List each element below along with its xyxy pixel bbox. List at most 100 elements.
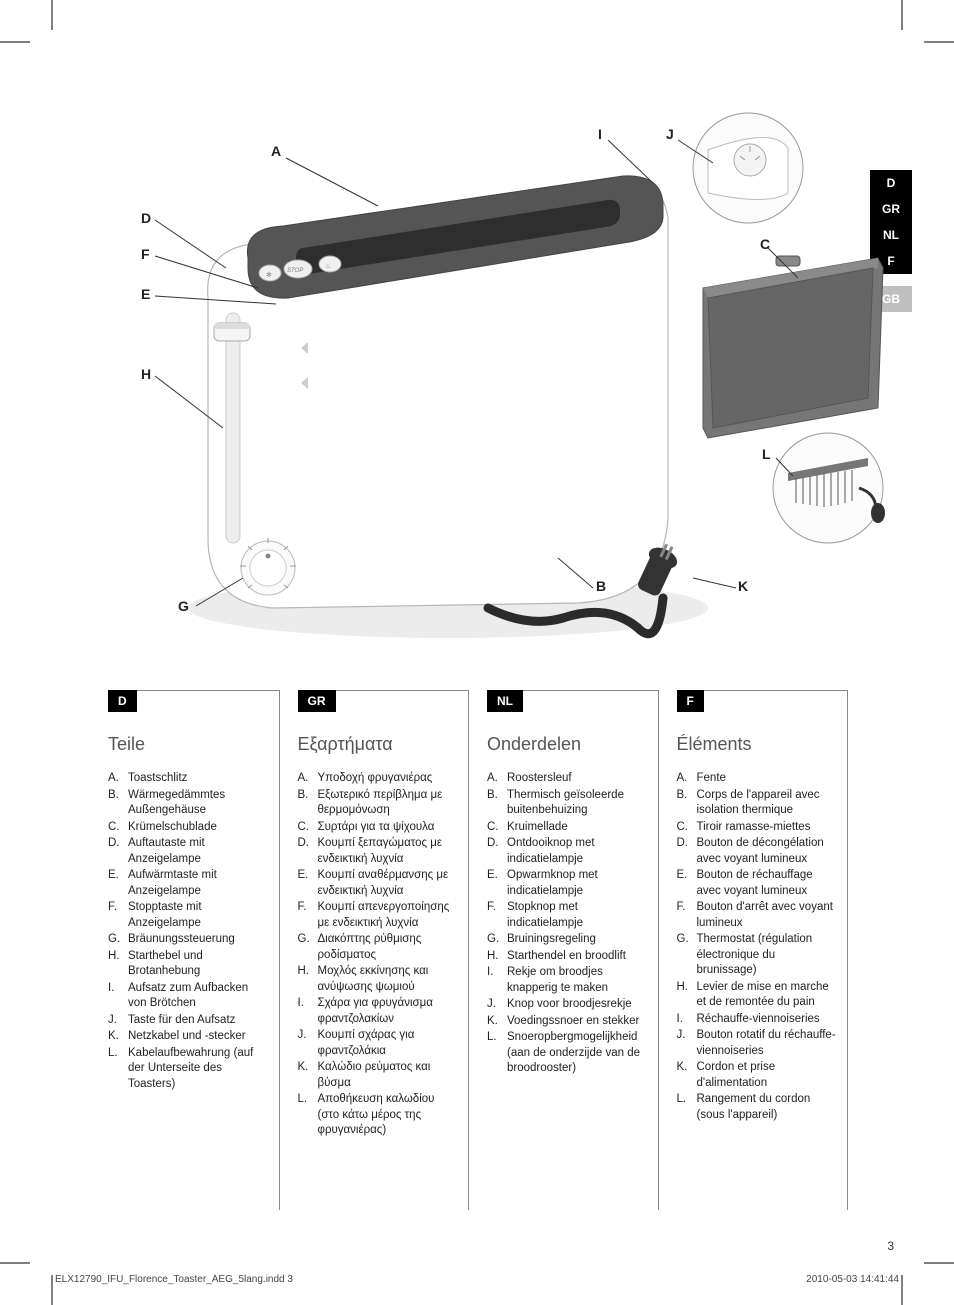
list-item: D.Auftautaste mit Anzeigelampe	[108, 836, 269, 867]
callout-f: F	[141, 246, 150, 262]
part-letter: E.	[677, 868, 697, 899]
list-item: F.Bouton d'arrêt avec voyant lumineux	[677, 900, 838, 931]
part-desc: Κουμπί ξεπαγώματος με ενδεικτική λυχνία	[318, 836, 459, 867]
part-desc: Υποδοχή φρυγανιέρας	[318, 771, 459, 787]
part-letter: J.	[487, 997, 507, 1013]
part-letter: K.	[298, 1060, 318, 1091]
part-letter: G.	[298, 932, 318, 963]
part-desc: Stopptaste mit Anzeigelampe	[128, 900, 269, 931]
part-letter: H.	[487, 949, 507, 965]
part-letter: B.	[677, 788, 697, 819]
svg-text:♨: ♨	[325, 262, 331, 270]
part-letter: C.	[677, 820, 697, 836]
part-letter: K.	[487, 1014, 507, 1030]
list-item: F.Stopptaste mit Anzeigelampe	[108, 900, 269, 931]
svg-text:✻: ✻	[266, 271, 272, 279]
part-letter: G.	[487, 932, 507, 948]
part-desc: Toastschlitz	[128, 771, 269, 787]
part-letter: D.	[298, 836, 318, 867]
callout-i: I	[598, 126, 602, 142]
part-desc: Aufwärmtaste mit Anzeigelampe	[128, 868, 269, 899]
part-desc: Rekje om broodjes knapperig te maken	[507, 965, 648, 996]
page-number: 3	[887, 1239, 894, 1253]
part-letter: A.	[487, 771, 507, 787]
part-letter: A.	[677, 771, 697, 787]
callout-j: J	[666, 126, 674, 142]
part-letter: I.	[677, 1012, 697, 1028]
callout-e: E	[141, 286, 150, 302]
list-item: K.Netzkabel und -stecker	[108, 1029, 269, 1045]
list-item: J.Κουμπί σχάρας για φραντζολάκια	[298, 1028, 459, 1059]
col-nl: NL Onderdelen A.RoostersleufB.Thermisch …	[487, 690, 659, 1210]
parts-columns: D Teile A.ToastschlitzB.Wärmegedämmtes A…	[108, 690, 848, 1210]
part-desc: Κουμπί σχάρας για φραντζολάκια	[318, 1028, 459, 1059]
list-item: E.Κουμπί αναθέρμανσης με ενδεικτική λυχν…	[298, 868, 459, 899]
part-desc: Tiroir ramasse-miettes	[697, 820, 838, 836]
list-item: H.Μοχλός εκκίνησης και ανύψωσης ψωμιού	[298, 964, 459, 995]
part-letter: E.	[298, 868, 318, 899]
list-item: C.Συρτάρι για τα ψίχουλα	[298, 820, 459, 836]
part-letter: F.	[298, 900, 318, 931]
part-desc: Bouton de réchauffage avec voyant lumine…	[697, 868, 838, 899]
part-letter: I.	[108, 981, 128, 1012]
part-letter: B.	[298, 788, 318, 819]
callout-g: G	[178, 598, 189, 614]
part-letter: L.	[677, 1092, 697, 1123]
callout-c: C	[760, 236, 770, 252]
part-desc: Εξωτερικό περίβλημα με θερμομόνωση	[318, 788, 459, 819]
part-letter: C.	[487, 820, 507, 836]
footer-filename: ELX12790_IFU_Florence_Toaster_AEG_5lang.…	[55, 1274, 293, 1285]
part-desc: Kruimellade	[507, 820, 648, 836]
footer-timestamp: 2010-05-03 14:41:44	[806, 1274, 899, 1285]
part-desc: Starthendel en broodlift	[507, 949, 648, 965]
part-desc: Voedingssnoer en stekker	[507, 1014, 648, 1030]
list-item: K.Cordon et prise d'alimentation	[677, 1060, 838, 1091]
part-desc: Wärmegedämmtes Außengehäuse	[128, 788, 269, 819]
part-letter: H.	[298, 964, 318, 995]
part-letter: F.	[108, 900, 128, 931]
part-letter: B.	[108, 788, 128, 819]
part-letter: C.	[298, 820, 318, 836]
part-desc: Starthebel und Brotanhebung	[128, 949, 269, 980]
col-title-gr: Εξαρτήματα	[298, 734, 459, 755]
part-letter: B.	[487, 788, 507, 819]
list-item: C.Kruimellade	[487, 820, 648, 836]
part-desc: Bruiningsregeling	[507, 932, 648, 948]
part-desc: Stopknop met indicatielampje	[507, 900, 648, 931]
part-desc: Réchauffe-viennoiseries	[697, 1012, 838, 1028]
part-letter: E.	[487, 868, 507, 899]
list-item: D.Κουμπί ξεπαγώματος με ενδεικτική λυχνί…	[298, 836, 459, 867]
list-item: J.Taste für den Aufsatz	[108, 1013, 269, 1029]
toaster-body: ✻ STOP ♨	[208, 176, 668, 608]
list-item: I.Rekje om broodjes knapperig te maken	[487, 965, 648, 996]
part-desc: Διακόπτης ρύθμισης ροδίσματος	[318, 932, 459, 963]
parts-list-f: A.FenteB.Corps de l'appareil avec isolat…	[677, 771, 838, 1123]
part-letter: J.	[677, 1028, 697, 1059]
part-desc: Levier de mise en marche et de remontée …	[697, 980, 838, 1011]
list-item: G.Thermostat (régulation électronique du…	[677, 932, 838, 979]
list-item: J.Bouton rotatif du réchauffe-viennoiser…	[677, 1028, 838, 1059]
list-item: H.Starthendel en broodlift	[487, 949, 648, 965]
col-d: D Teile A.ToastschlitzB.Wärmegedämmtes A…	[108, 690, 280, 1210]
part-letter: J.	[298, 1028, 318, 1059]
part-letter: E.	[108, 868, 128, 899]
part-desc: Aufsatz zum Aufbacken von Brötchen	[128, 981, 269, 1012]
part-letter: D.	[108, 836, 128, 867]
list-item: A.Fente	[677, 771, 838, 787]
list-item: L.Snoeropberg­mogelijkheid (aan de onder…	[487, 1030, 648, 1077]
part-letter: F.	[677, 900, 697, 931]
col-gr: GR Εξαρτήματα A.Υποδοχή φρυγανιέραςB.Εξω…	[298, 690, 470, 1210]
list-item: C.Tiroir ramasse-miettes	[677, 820, 838, 836]
part-desc: Αποθήκευση καλωδίου (στο κάτω μέρος της …	[318, 1092, 459, 1139]
col-badge-gr: GR	[298, 690, 336, 712]
list-item: B.Corps de l'appareil avec isolation the…	[677, 788, 838, 819]
list-item: B.Εξωτερικό περίβλημα με θερμομόνωση	[298, 788, 459, 819]
col-title-d: Teile	[108, 734, 269, 755]
svg-text:STOP: STOP	[287, 268, 303, 274]
part-desc: Κουμπί αναθέρμανσης με ενδεικτική λυχνία	[318, 868, 459, 899]
part-letter: C.	[108, 820, 128, 836]
part-letter: I.	[487, 965, 507, 996]
callout-l: L	[762, 446, 771, 462]
part-letter: L.	[298, 1092, 318, 1139]
parts-list-nl: A.RoostersleufB.Thermisch geïsoleerde bu…	[487, 771, 648, 1077]
